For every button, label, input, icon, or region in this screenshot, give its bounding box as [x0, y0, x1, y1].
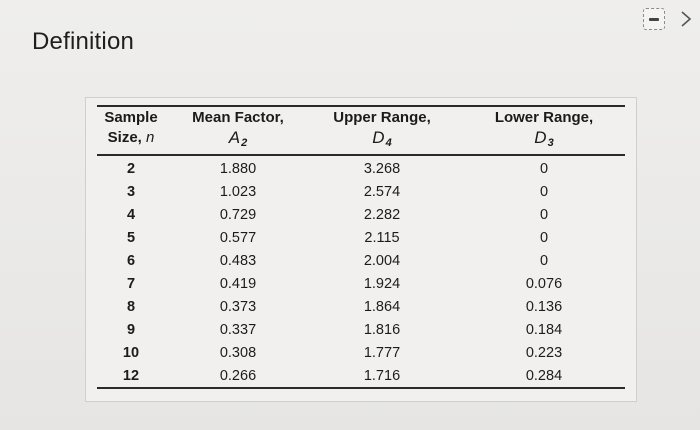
- column-header-mean-factor: Mean Factor, A2: [192, 109, 284, 149]
- mean-factor-cell: 0.419: [219, 276, 257, 292]
- mean-factor-cell: 1.023: [219, 184, 257, 200]
- lower-range-cell: 0: [539, 161, 549, 177]
- column-header-upper-range: Upper Range, D4: [333, 109, 431, 149]
- sample-size-cell: 6: [126, 253, 136, 269]
- minus-icon: [649, 17, 659, 21]
- lower-range-cell: 0.284: [525, 368, 563, 384]
- mean-factor-cell: 1.880: [219, 161, 257, 177]
- upper-range-cell: 2.282: [363, 207, 401, 223]
- upper-range-cell: 3.268: [363, 161, 401, 177]
- upper-range-cell: 1.777: [363, 345, 401, 361]
- upper-range-cell: 1.924: [363, 276, 401, 292]
- mean-factor-cell: 0.266: [219, 368, 257, 384]
- table-row: 2 1.880 3.268 0: [86, 158, 636, 181]
- sample-size-cell: 3: [126, 184, 136, 200]
- table-top-rule: [97, 105, 625, 107]
- sample-size-cell: 12: [122, 368, 140, 384]
- column-header-sample-size: Sample Size, n: [104, 109, 158, 146]
- lower-range-cell: 0.136: [525, 299, 563, 315]
- upper-range-cell: 2.004: [363, 253, 401, 269]
- sample-size-cell: 2: [126, 161, 136, 177]
- table-header-rule: [97, 154, 625, 156]
- table-row: 12 0.266 1.716 0.284: [86, 365, 636, 388]
- mean-factor-cell: 0.729: [219, 207, 257, 223]
- minimize-button[interactable]: [643, 8, 665, 30]
- upper-range-cell: 2.115: [364, 230, 400, 246]
- lower-range-cell: 0: [539, 253, 549, 269]
- sample-size-cell: 7: [126, 276, 136, 292]
- chevron-right-icon[interactable]: [676, 8, 696, 30]
- table-row: 7 0.419 1.924 0.076: [86, 273, 636, 296]
- table-row: 4 0.729 2.282 0: [86, 204, 636, 227]
- mean-factor-cell: 0.308: [219, 345, 257, 361]
- mean-factor-cell: 0.577: [219, 230, 257, 246]
- factors-table: Sample Size, n Mean Factor, A2 Upper Ran…: [85, 97, 637, 402]
- mean-factor-cell: 0.483: [219, 253, 257, 269]
- page-title: Definition: [32, 28, 135, 55]
- table-row: 3 1.023 2.574 0: [86, 181, 636, 204]
- lower-range-cell: 0.223: [525, 345, 563, 361]
- sample-size-cell: 8: [126, 299, 136, 315]
- table-bottom-rule: [97, 387, 625, 389]
- table-row: 10 0.308 1.777 0.223: [86, 342, 636, 365]
- lower-range-cell: 0: [539, 230, 549, 246]
- table-row: 8 0.373 1.864 0.136: [86, 296, 636, 319]
- sample-size-cell: 10: [122, 345, 140, 361]
- lower-range-cell: 0: [539, 184, 549, 200]
- table-row: 9 0.337 1.816 0.184: [86, 319, 636, 342]
- upper-range-cell: 2.574: [363, 184, 401, 200]
- lower-range-cell: 0.076: [525, 276, 563, 292]
- sample-size-cell: 4: [126, 207, 136, 223]
- upper-range-cell: 1.816: [363, 322, 401, 338]
- lower-range-cell: 0: [539, 207, 549, 223]
- lower-range-cell: 0.184: [525, 322, 563, 338]
- upper-range-cell: 1.716: [363, 368, 401, 384]
- table-body: 2 1.880 3.268 0 3 1.023 2.574 0 4 0.729 …: [86, 158, 636, 388]
- mean-factor-cell: 0.373: [219, 299, 257, 315]
- sample-size-cell: 9: [126, 322, 136, 338]
- column-header-lower-range: Lower Range, D3: [494, 109, 594, 149]
- sample-size-cell: 5: [126, 230, 136, 246]
- upper-range-cell: 1.864: [363, 299, 401, 315]
- mean-factor-cell: 0.337: [219, 322, 257, 338]
- table-row: 6 0.483 2.004 0: [86, 250, 636, 273]
- table-row: 5 0.577 2.115 0: [86, 227, 636, 250]
